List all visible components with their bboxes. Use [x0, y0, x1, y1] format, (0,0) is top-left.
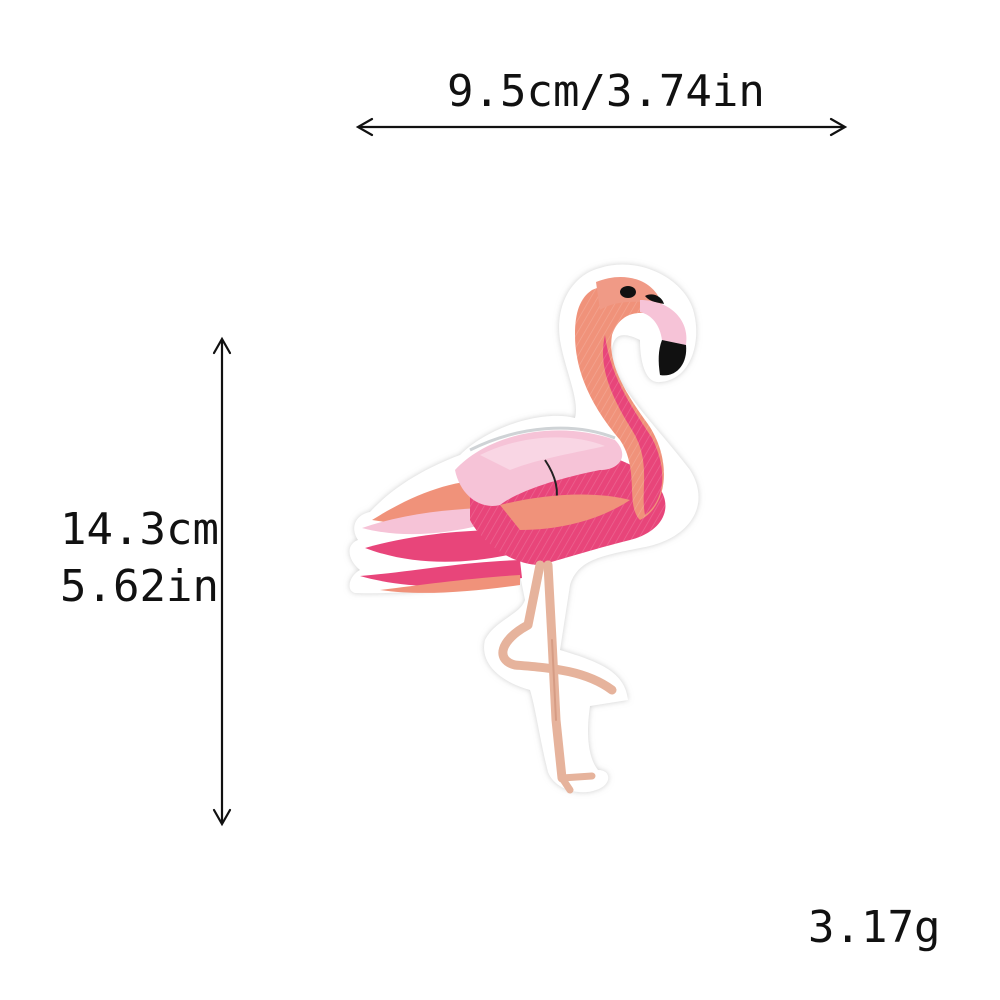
beak-icon: [658, 340, 687, 376]
weight-label: 3.17g: [808, 902, 941, 953]
height-arrow: [212, 336, 232, 827]
height-dimension-cm-label: 14.3cm: [60, 504, 219, 555]
flamingo-wing: [455, 426, 630, 530]
flamingo-legs: [498, 560, 617, 794]
width-arrow: [355, 117, 848, 137]
eye-icon: [620, 286, 636, 298]
width-dimension-label: 9.5cm/3.74in: [447, 66, 765, 117]
height-dimension-in-label: 5.62in: [60, 561, 219, 612]
flamingo-neck: [575, 284, 665, 520]
flamingo-head: [596, 276, 687, 376]
